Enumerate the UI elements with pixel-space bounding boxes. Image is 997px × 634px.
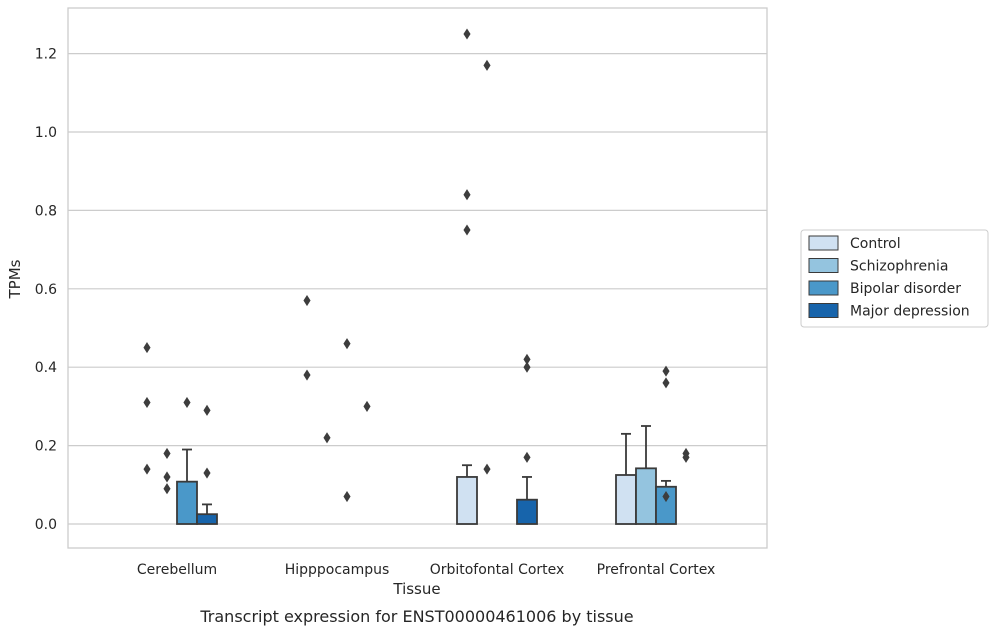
outlier-point (463, 224, 471, 236)
y-tick-label: 0.4 (35, 360, 57, 376)
outlier-point (303, 295, 311, 307)
outlier-point (682, 451, 690, 463)
outlier-point (143, 342, 151, 354)
y-tick-label: 0.6 (35, 282, 57, 298)
outlier-point (483, 59, 491, 71)
legend-swatch (808, 235, 839, 251)
chart-caption: Transcript expression for ENST0000046100… (199, 607, 633, 626)
legend-label: Control (850, 236, 901, 252)
x-tick-label: Hipppocampus (285, 562, 390, 578)
outlier-point (662, 491, 670, 503)
x-axis-label: Tissue (392, 580, 440, 598)
bar (635, 467, 657, 525)
bar (516, 498, 538, 525)
legend-label: Schizophrenia (850, 259, 948, 275)
outlier-point (143, 463, 151, 475)
legend-items: Control Schizophrenia Bipolar disorder Majo… (808, 235, 970, 320)
outlier-point (662, 365, 670, 377)
outlier-point (183, 396, 191, 409)
outlier-point (163, 483, 171, 495)
legend-label: Major depression (850, 304, 970, 320)
outlier-point (483, 463, 491, 475)
legend-swatch (808, 280, 839, 296)
bar (456, 476, 478, 525)
bars (176, 467, 677, 525)
outlier-point (523, 361, 531, 373)
outlier-point (203, 467, 211, 479)
outlier-point (143, 396, 151, 409)
x-tick-label: Orbitofontal Cortex (430, 562, 565, 578)
outlier-point (523, 451, 531, 463)
outlier-point (323, 432, 331, 444)
outlier-point (343, 338, 351, 350)
outlier-point (363, 400, 371, 412)
grid-lines (68, 52, 767, 525)
y-tick-labels: 0.0 0.2 0.4 0.6 0.8 1.0 1.2 (35, 47, 57, 533)
y-tick-label: 1.0 (35, 125, 57, 141)
bar (196, 513, 218, 525)
outlier-point (303, 369, 311, 381)
y-axis-label: TPMs (6, 259, 24, 299)
x-tick-label: Prefrontal Cortex (597, 562, 716, 578)
legend-swatch (808, 303, 839, 318)
outlier-point (343, 491, 351, 503)
y-tick-label: 0.2 (35, 439, 57, 455)
bar (615, 474, 637, 525)
outlier-point (203, 404, 211, 416)
outlier-points (143, 28, 690, 503)
y-tick-label: 0.0 (35, 517, 57, 533)
x-tick-label: Cerebellum (137, 562, 217, 578)
outlier-point (463, 189, 471, 201)
y-tick-label: 1.2 (35, 47, 57, 63)
bar (176, 480, 198, 525)
legend-swatch (808, 258, 839, 273)
plot-frame (67, 7, 768, 549)
outlier-point (662, 377, 670, 389)
legend-label: Bipolar disorder (850, 281, 961, 297)
outlier-point (463, 28, 471, 40)
legend: Control Schizophrenia Bipolar disorder Majo… (800, 229, 989, 328)
outlier-point (163, 471, 171, 483)
x-tick-labels: Cerebellum Hipppocampus Orbitofontal Corte… (137, 562, 715, 578)
legend-frame (800, 229, 989, 328)
outlier-point (163, 447, 171, 459)
error-bars (182, 425, 671, 515)
y-tick-label: 0.8 (35, 203, 57, 219)
